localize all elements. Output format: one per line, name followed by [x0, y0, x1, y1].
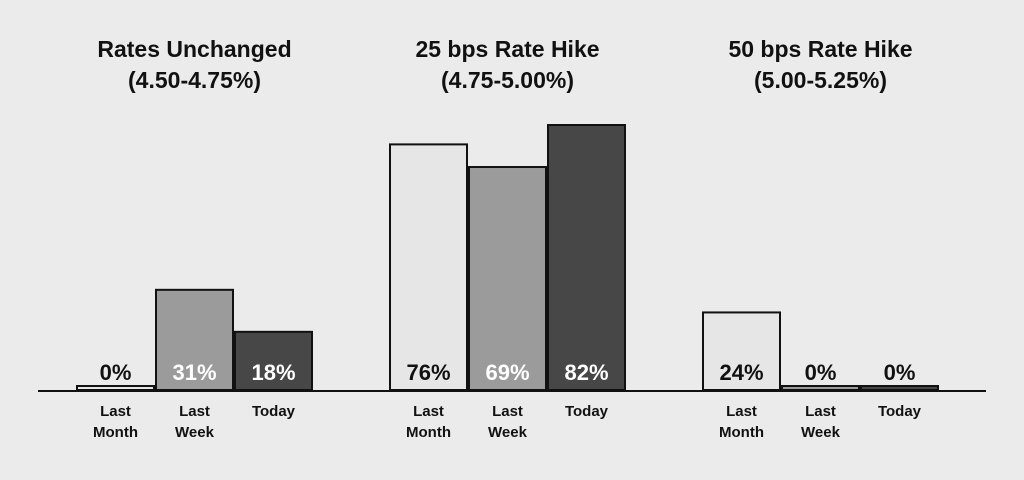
group-title-line: (5.00-5.25%) [754, 67, 887, 93]
x-tick-label-line: Week [175, 424, 215, 441]
bar [389, 143, 468, 391]
x-tick-label-line: Today [878, 403, 922, 420]
data-label: 18% [251, 360, 295, 385]
x-tick-label-line: Last [805, 403, 836, 420]
bar [234, 330, 313, 391]
data-label: 0% [100, 360, 132, 385]
x-tick-label: Today [252, 403, 296, 420]
group-title: Rates Unchanged (4.50-4.75%) [97, 36, 291, 93]
x-tick-label: Today [878, 403, 922, 420]
data-label: 76% [406, 360, 450, 385]
data-label: 69% [485, 360, 529, 385]
bar [155, 288, 234, 392]
bar [76, 385, 155, 391]
data-label: 0% [884, 360, 916, 385]
x-tick-label-line: Week [801, 424, 841, 441]
x-tick-label: Last Week [801, 403, 841, 441]
group-title: 50 bps Rate Hike (5.00-5.25%) [728, 36, 912, 93]
group-title: 25 bps Rate Hike (4.75-5.00%) [415, 36, 599, 93]
group-title-line: (4.75-5.00%) [441, 67, 574, 93]
x-tick-label: Last Week [175, 403, 215, 441]
group-title-line: Rates Unchanged [97, 36, 291, 62]
bar [781, 385, 860, 391]
x-tick-label-line: Today [252, 403, 296, 420]
data-label: 24% [719, 360, 763, 385]
data-label: 0% [805, 360, 837, 385]
bar [468, 166, 547, 391]
x-tick-label: Last Week [488, 403, 528, 441]
x-tick-label-line: Month [93, 424, 138, 441]
x-tick-label-line: Last [492, 403, 523, 420]
bar [547, 124, 626, 391]
x-tick-label: Last Month [719, 403, 764, 441]
x-tick-label: Today [565, 403, 609, 420]
group-title-line: (4.50-4.75%) [128, 67, 261, 93]
x-tick-label-line: Last [413, 403, 444, 420]
x-tick-label-line: Today [565, 403, 609, 420]
x-tick-label-line: Last [726, 403, 757, 420]
data-label: 31% [172, 360, 216, 385]
group-title-line: 25 bps Rate Hike [415, 36, 599, 62]
data-label: 82% [564, 360, 608, 385]
x-tick-label: Last Month [93, 403, 138, 441]
x-tick-label-line: Last [100, 403, 131, 420]
x-tick-label-line: Last [179, 403, 210, 420]
x-tick-label-line: Month [719, 424, 764, 441]
bar [860, 385, 939, 391]
x-tick-label: Last Month [406, 403, 451, 441]
group-title-line: 50 bps Rate Hike [728, 36, 912, 62]
x-tick-label-line: Month [406, 424, 451, 441]
x-tick-label-line: Week [488, 424, 528, 441]
